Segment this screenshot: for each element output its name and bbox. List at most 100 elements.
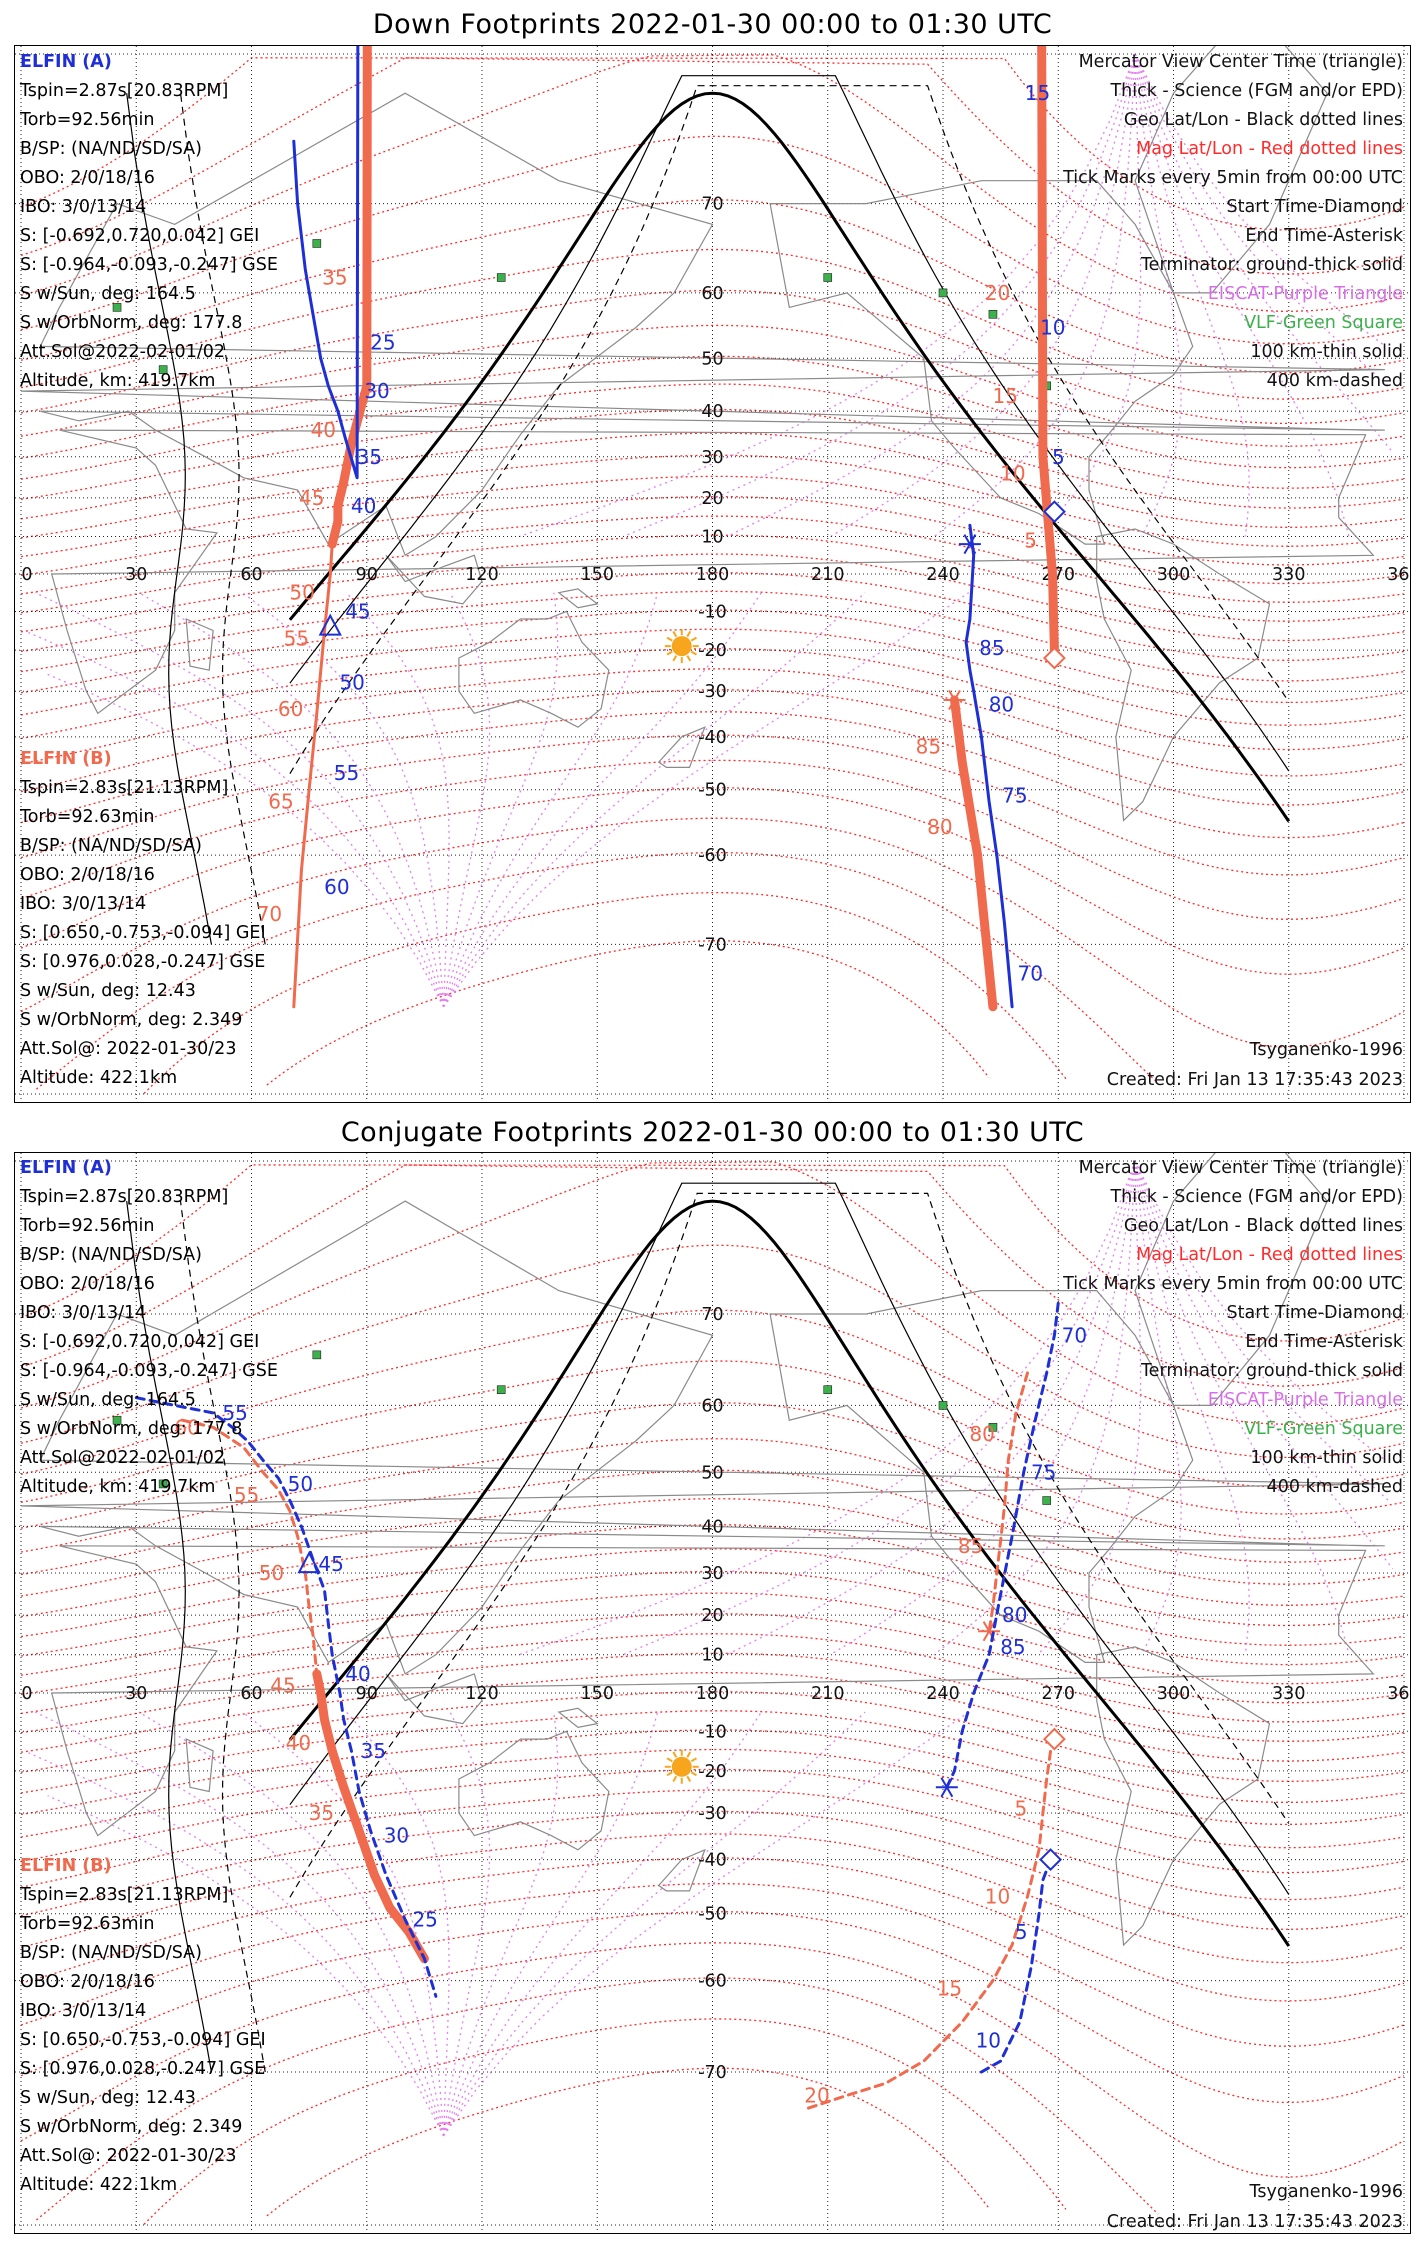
elfin-a-tick-label: 25 [370, 330, 395, 354]
lon-tick-label: 150 [581, 565, 614, 585]
elfin-a-line: Torb=92.56min [20, 110, 155, 130]
legend-entry: VLF-Green Square [1244, 313, 1403, 333]
mag-lat-line [20, 199, 1405, 374]
coastline [385, 1673, 483, 1725]
mag-lat-line [20, 534, 1405, 622]
mag-lat-line [20, 787, 1405, 975]
elfin-b-tick-label: 35 [309, 1801, 334, 1825]
legend-entry: 400 km-dashed [1266, 1477, 1403, 1497]
vlf-site-square [988, 1423, 998, 1432]
mag-lat-line [20, 1592, 1405, 1685]
lat-tick-label: -70 [698, 935, 727, 955]
lon-tick-label: 60 [240, 1684, 262, 1704]
mag-lon-line [830, 53, 1136, 538]
lon-tick-label: 120 [465, 565, 498, 585]
elfin-a-tick-label: 40 [345, 1662, 370, 1686]
mag-lat-line [20, 1164, 1405, 1387]
down-footprints-panel: Down Footprints 2022-01-30 00:00 to 01:3… [0, 0, 1425, 1112]
elfin-a-tick-label: 40 [351, 494, 376, 518]
lat-tick-label: 10 [701, 1646, 723, 1666]
geo-lat-lon-grid [15, 46, 1410, 1102]
lat-tick-label: -30 [698, 682, 727, 702]
coastline [1134, 1153, 1328, 1406]
elfin-b-line: Torb=92.63min [20, 1914, 155, 1934]
elfin-b-tick-label: 80 [927, 815, 952, 839]
elfin-b-line: Tspin=2.83s[21.13RPM] [20, 778, 229, 798]
elfin-a-line: S w/Sun, deg: 164.5 [20, 1390, 196, 1410]
asterisk-stroke [982, 1621, 996, 1642]
mag-lon-line [443, 592, 970, 1008]
lat-tick-label: -20 [698, 641, 727, 661]
elfin-a-tick-label: 75 [1002, 784, 1027, 808]
elfin-a-tick-label: 75 [1031, 1460, 1056, 1484]
elfin-a-tick-label: 50 [339, 671, 364, 695]
mag-lon-line [138, 1711, 445, 2136]
lon-tick-label: 270 [1042, 1684, 1075, 1704]
elfin-a-tick-label: 70 [1018, 961, 1043, 985]
coastline [1096, 1646, 1271, 1947]
elfin-b-line: S: [0.976,0.028,-0.247] GSE [20, 952, 266, 972]
asterisk-stroke [940, 1777, 954, 1798]
legend-entry: EISCAT-Purple Triangle [1207, 284, 1403, 304]
mag-lon-line [1134, 1160, 1182, 1655]
elfin-a-title: ELFIN (A) [20, 1158, 112, 1178]
mag-lat-line [20, 57, 1405, 275]
vlf-site-square [158, 365, 168, 374]
legend-entry: Thick - Science (FGM and/or EPD) [1110, 81, 1403, 101]
asterisk-stroke [948, 689, 961, 710]
lat-tick-label: -50 [698, 1905, 727, 1925]
lat-tick-label: 40 [701, 1517, 723, 1537]
mag-lon-line [47, 673, 445, 1008]
lat-tick-label: -70 [698, 2063, 727, 2083]
lat-tick-label: 30 [701, 1564, 723, 1584]
legend-entry: VLF-Green Square [1244, 1419, 1403, 1439]
vlf-site-square [496, 273, 506, 282]
elfin-b-line: S: [0.976,0.028,-0.247] GSE [20, 2059, 266, 2079]
coastline [769, 1290, 1194, 1663]
elfin-b-tick-label: 60 [174, 1415, 199, 1439]
sun-ray [666, 636, 673, 642]
elfin-a-tick-label: 80 [1002, 1603, 1027, 1627]
lat-tick-label: -40 [698, 728, 727, 748]
mag-lon-line [345, 1711, 450, 2136]
elfin-a-line: Torb=92.56min [20, 1216, 155, 1236]
mag-lon-line [443, 1711, 866, 2137]
elfin-a-line: Altitude, km: 419.7km [20, 371, 216, 391]
elfin-b-line: S w/OrbNorm, deg: 2.349 [20, 1010, 243, 1030]
elfin-b-tick-label: 80 [969, 1422, 994, 1446]
elfin-a-trace-segment [945, 1301, 1060, 1789]
legend-entry: End Time-Asterisk [1245, 1332, 1403, 1352]
elfin-a-tick-label: 55 [334, 761, 359, 785]
elfin-a-tick-label: 5 [1052, 445, 1065, 469]
mag-lat-line [20, 54, 1405, 312]
sun-ray [686, 655, 692, 662]
elfin-a-tick-label: 45 [318, 1552, 343, 1576]
elfin-b-tick-label: 10 [985, 1884, 1010, 1908]
elfin-b-trace-segment [292, 542, 334, 1009]
lon-tick-label: 60 [240, 565, 262, 585]
legend-entry: Mag Lat/Lon - Red dotted lines [1136, 1245, 1403, 1265]
lat-tick-label: -10 [698, 1722, 727, 1742]
lat-tick-label: 20 [701, 489, 723, 509]
coastline [50, 1545, 1375, 1837]
elfin-a-tick-label: 85 [1000, 1635, 1025, 1659]
legend-entry: Mercator View Center Time (triangle) [1078, 52, 1403, 72]
lon-tick-label: 210 [811, 565, 844, 585]
mag-lon-line [518, 53, 1136, 538]
coastlines [20, 1153, 1385, 1947]
mag-lon-line [1134, 53, 1350, 537]
lon-tick-label: 300 [1157, 565, 1190, 585]
elfin-a-tick-label: 5 [1015, 1920, 1028, 1944]
elfin-a-tick-label: 85 [979, 636, 1004, 660]
model-label: Tsyganenko-1996 [1249, 2182, 1403, 2202]
elfin-a-line: Tspin=2.87s[20.83RPM] [20, 1187, 229, 1207]
mag-lat-line [20, 475, 1405, 566]
mag-lat-line [266, 2067, 990, 2217]
lat-tick-label: 70 [701, 195, 723, 215]
elfin-b-line: Att.Sol@: 2022-01-30/23 [20, 1039, 237, 1059]
legend-entry: Start Time-Diamond [1226, 197, 1403, 217]
elfin-b-line: S w/OrbNorm, deg: 2.349 [20, 2117, 243, 2137]
elfin-b-tick-label: 40 [311, 418, 336, 442]
mag-lat-line [20, 1789, 1405, 1901]
center-time-triangle-icon [297, 1551, 321, 1574]
